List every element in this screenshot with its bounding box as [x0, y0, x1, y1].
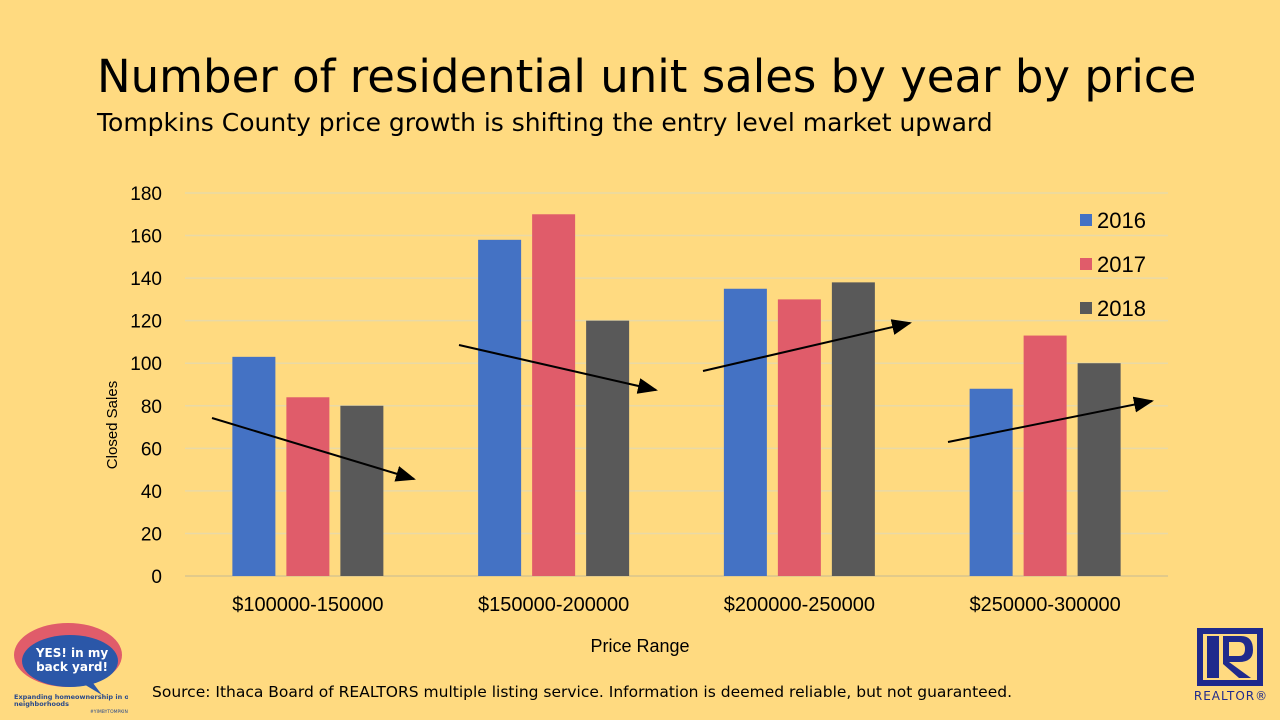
legend-label: 2017 — [1097, 252, 1146, 277]
bar-2018 — [831, 282, 875, 576]
y-tick-label: 80 — [141, 397, 162, 418]
bar-2017 — [777, 299, 821, 576]
legend: 2016 2017 2018 — [1080, 208, 1146, 321]
legend-label: 2018 — [1097, 296, 1146, 321]
source-note: Source: Ithaca Board of REALTORS multipl… — [152, 683, 1013, 701]
x-tick-label: $100000-150000 — [232, 594, 383, 616]
bar-2018 — [586, 320, 630, 576]
trend-arrow-down — [211, 417, 416, 482]
bar-2016 — [969, 388, 1013, 576]
legend-label: 2016 — [1097, 208, 1146, 233]
legend-swatch-2018 — [1080, 302, 1092, 314]
y-tick-label: 60 — [141, 439, 162, 460]
y-tick-label: 180 — [130, 184, 162, 205]
y-tick-label: 120 — [130, 312, 162, 333]
x-axis-label: Price Range — [590, 636, 689, 656]
trend-arrow-down — [458, 344, 658, 394]
y-tick-label: 20 — [141, 524, 162, 545]
legend-swatch-2017 — [1080, 258, 1092, 270]
y-tick-label: 40 — [141, 482, 162, 503]
slide-title: Number of residential unit sales by year… — [97, 50, 1197, 103]
legend-swatch-2016 — [1080, 214, 1092, 226]
trend-arrows — [211, 319, 1154, 482]
slide-subtitle: Tompkins County price growth is shifting… — [97, 108, 993, 137]
x-tick-label: $200000-250000 — [724, 594, 875, 616]
bar-2017 — [286, 397, 330, 576]
svg-text:neighborhoods: neighborhoods — [14, 700, 69, 708]
bar-2017 — [532, 214, 576, 576]
bar-2017 — [1023, 335, 1067, 576]
svg-text:#YIMBYTOMPKINS: #YIMBYTOMPKINS — [90, 709, 128, 715]
realtor-logo: REALTOR® — [1193, 626, 1269, 704]
bar-2016 — [723, 288, 767, 576]
svg-text:REALTOR®: REALTOR® — [1194, 689, 1268, 703]
bar-2018 — [340, 405, 384, 576]
x-tick-label: $250000-300000 — [969, 594, 1120, 616]
y-tick-label: 100 — [130, 354, 162, 375]
y-axis-label: Closed Sales — [104, 381, 121, 469]
svg-text:Expanding homeownership in our: Expanding homeownership in our — [14, 693, 128, 701]
y-tick-label: 140 — [130, 269, 162, 290]
svg-text:back yard!: back yard! — [36, 660, 108, 674]
svg-text:YES! in my: YES! in my — [35, 646, 109, 660]
bar-2016 — [232, 356, 276, 576]
trend-arrow-up — [947, 396, 1154, 443]
bar-2018 — [1077, 363, 1121, 576]
x-tick-label: $150000-200000 — [478, 594, 629, 616]
y-tick-label: 0 — [151, 567, 162, 588]
trend-arrow-up — [702, 319, 912, 372]
bar-2016 — [478, 239, 522, 577]
y-tick-label: 160 — [130, 227, 162, 248]
yimby-logo: YES! in my back yard! Expanding homeowne… — [10, 617, 128, 715]
